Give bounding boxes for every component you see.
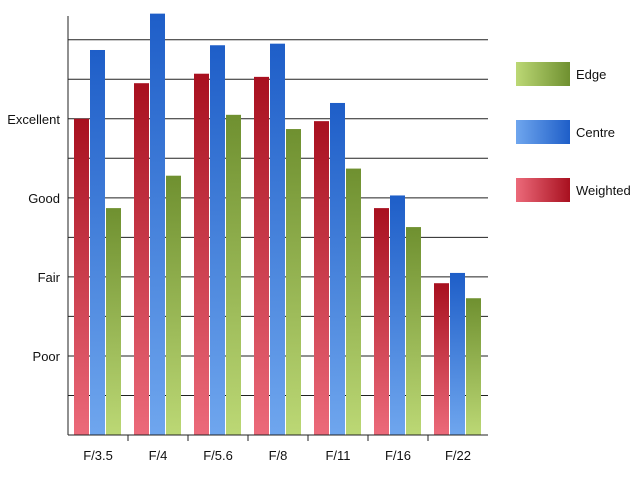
bar-edge-5 [406, 227, 421, 435]
bar-edge-0 [106, 208, 121, 435]
bar-weighted-5 [374, 208, 389, 435]
legend-label-centre: Centre [576, 125, 615, 140]
bar-weighted-0 [74, 118, 89, 435]
legend-swatch-centre [516, 120, 570, 144]
legend: Edge Centre Weighted [516, 62, 631, 202]
bar-centre-2 [210, 45, 225, 435]
bar-weighted-6 [434, 283, 449, 435]
bar-edge-6 [466, 298, 481, 435]
x-tick-label: F/4 [149, 448, 168, 463]
bar-centre-0 [90, 49, 105, 436]
legend-label-weighted: Weighted [576, 183, 631, 198]
legend-swatch-edge [516, 62, 570, 86]
y-tick-label: Fair [38, 270, 61, 285]
bar-centre-5 [390, 195, 405, 435]
bar-weighted-3 [254, 76, 269, 435]
axes [67, 16, 488, 441]
x-tick-label: F/22 [445, 448, 471, 463]
bar-edge-1 [166, 175, 181, 435]
bar-edge-4 [346, 168, 361, 436]
bar-weighted-2 [194, 73, 209, 436]
x-tick-label: F/5.6 [203, 448, 233, 463]
bar-centre-4 [330, 102, 345, 435]
bar-centre-6 [450, 272, 465, 435]
legend-label-edge: Edge [576, 67, 606, 82]
y-tick-label: Good [28, 191, 60, 206]
bar-weighted-1 [134, 83, 149, 435]
x-tick-label: F/3.5 [83, 448, 113, 463]
x-tick-label: F/16 [385, 448, 411, 463]
bar-edge-2 [226, 114, 241, 436]
bar-weighted-4 [314, 121, 329, 435]
y-tick-label: Poor [33, 349, 61, 364]
x-tick-label: F/11 [325, 448, 350, 463]
bar-centre-3 [270, 43, 285, 436]
bar-centre-1 [150, 13, 165, 436]
y-tick-label: Excellent [7, 112, 60, 127]
tick-labels: F/3.5 F/4 F/5.6 F/8 F/11 F/16 F/22 Poor Fair Good… [7, 112, 471, 463]
bars [74, 13, 481, 436]
legend-swatch-weighted [516, 178, 570, 202]
bar-edge-3 [286, 129, 301, 435]
x-tick-label: F/8 [269, 448, 288, 463]
